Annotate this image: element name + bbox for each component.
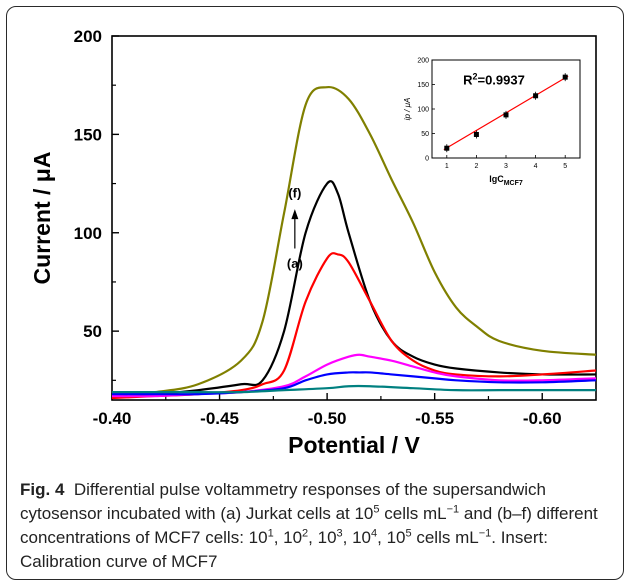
inset-x-tick-label: 4 bbox=[534, 163, 538, 170]
plot-frame bbox=[111, 35, 597, 401]
caption-sup-3: 1 bbox=[267, 527, 274, 540]
inset-y-tick-label: 200 bbox=[417, 58, 429, 65]
inset-y-tick-label: 50 bbox=[421, 131, 429, 138]
x-tick-label: -0.50 bbox=[308, 409, 347, 428]
caption-sup-4: 2 bbox=[302, 527, 309, 540]
caption-text-4: , 10 bbox=[273, 528, 303, 547]
y-tick-label: 50 bbox=[83, 322, 102, 341]
inset-y-tick-label: 0 bbox=[425, 156, 429, 163]
caption-label: Fig. 4 bbox=[20, 480, 65, 499]
caption-sup-6: 4 bbox=[371, 527, 378, 540]
x-tick-label: -0.45 bbox=[200, 409, 239, 428]
y-tick-label: 200 bbox=[74, 27, 102, 46]
x-tick-label: -0.40 bbox=[93, 409, 132, 428]
caption-text-7: , 10 bbox=[377, 528, 406, 547]
inset-r2-annotation: R2=0.9937 bbox=[463, 72, 525, 88]
x-tick-label: -0.55 bbox=[415, 409, 454, 428]
caption-text-6: , 10 bbox=[342, 528, 372, 547]
inset-y-tick-label: 150 bbox=[417, 82, 429, 89]
series-line bbox=[111, 180, 597, 398]
caption-sup-2: −1 bbox=[446, 503, 460, 516]
y-tick-label: 150 bbox=[74, 125, 102, 144]
inset-y-tick-label: 100 bbox=[417, 107, 429, 114]
annotation-f: (f) bbox=[288, 185, 301, 200]
series-line bbox=[111, 252, 597, 400]
caption-text-5: , 10 bbox=[308, 528, 337, 547]
inset-x-label-main: lgC bbox=[489, 174, 504, 184]
inset-x-label-sub: MCF7 bbox=[504, 180, 523, 187]
inset-y-axis-label: ip / μA bbox=[403, 98, 412, 121]
inset-x-tick-label: 5 bbox=[563, 163, 567, 170]
inset-x-tick-label: 3 bbox=[504, 163, 508, 170]
y-axis-label: Current / μA bbox=[29, 152, 55, 285]
caption-text-1: Differential pulse voltammetry responses… bbox=[20, 480, 546, 523]
caption-text-9: . Insert: Calibration curve of MCF7 bbox=[20, 528, 548, 571]
caption-sup-7: 5 bbox=[405, 527, 412, 540]
inset-x-tick-label: 2 bbox=[474, 163, 478, 170]
inset-x-tick-label: 1 bbox=[445, 163, 449, 170]
caption-sup-1: 5 bbox=[373, 503, 380, 516]
x-tick-label: -0.60 bbox=[523, 409, 562, 428]
caption-text-3: and (b–f) different concentrations of MC… bbox=[20, 504, 598, 547]
inset-x-axis-label: lgCMCF7 bbox=[489, 174, 523, 187]
caption-text-2: cells mL bbox=[379, 504, 447, 523]
series-line bbox=[112, 384, 596, 394]
annotation-a: (a) bbox=[287, 256, 303, 271]
caption-sup-8: −1 bbox=[478, 527, 492, 540]
inset-background bbox=[398, 50, 590, 188]
inset-points bbox=[444, 73, 568, 153]
caption-text-8: cells mL bbox=[411, 528, 479, 547]
y-tick-label: 100 bbox=[74, 224, 102, 243]
annotation-arrowhead bbox=[291, 209, 299, 220]
caption-sup-5: 3 bbox=[336, 527, 343, 540]
figure-caption: Fig. 4 Differential pulse voltammetry re… bbox=[20, 478, 616, 574]
series-line bbox=[111, 85, 597, 398]
x-axis-label: Potential / V bbox=[288, 432, 420, 458]
series-group bbox=[111, 85, 597, 400]
